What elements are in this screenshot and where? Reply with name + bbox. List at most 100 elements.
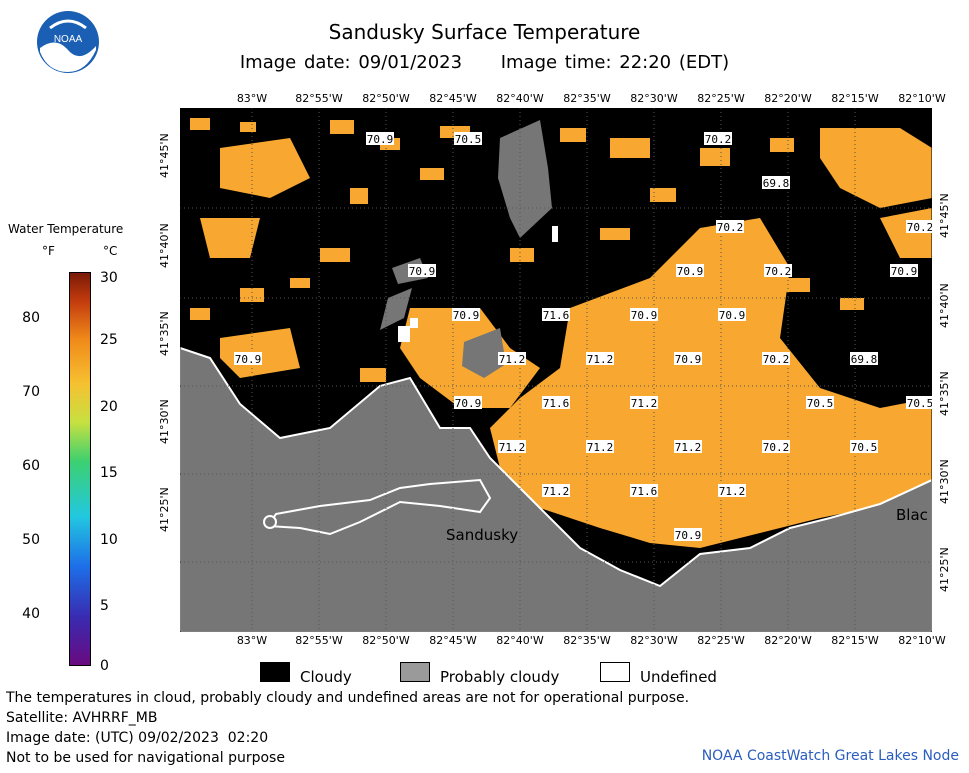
footnotes: The temperatures in cloud, probably clou… [6,688,689,768]
longitude-tick-bottom: 82°20'W [764,634,812,647]
svg-text:71.2: 71.2 [675,441,702,454]
cloudy-swatch [260,662,290,682]
svg-text:70.2: 70.2 [705,133,732,146]
svg-text:70.9: 70.9 [453,309,480,322]
land-area [180,346,932,632]
longitude-tick-bottom: 82°45'W [429,634,477,647]
temperature-labels: 70.9 70.5 70.2 69.8 70.2 70.2 70.9 70.9 70.9 70.2… [234,132,932,542]
svg-text:69.8: 69.8 [763,177,790,190]
temperature-label: 70.9 [454,396,482,410]
longitude-tick-bottom: 82°25'W [697,634,745,647]
longitude-tick-top: 82°40'W [496,92,544,105]
temperature-label: 70.9 [630,308,658,322]
longitude-tick-bottom: 82°40'W [496,634,544,647]
svg-text:69.8: 69.8 [851,353,878,366]
svg-text:70.2: 70.2 [765,265,792,278]
svg-text:71.2: 71.2 [499,353,526,366]
longitude-tick-top: 82°50'W [362,92,410,105]
map-title: Sandusky Surface Temperature [328,20,641,44]
place-sandusky: Sandusky [446,526,518,544]
temperature-label: 71.2 [586,352,614,366]
svg-text:71.2: 71.2 [587,353,614,366]
temperature-label: 70.5 [806,396,834,410]
latitude-tick-left: 41°40'N [158,223,171,268]
svg-text:71.2: 71.2 [499,441,526,454]
c-tick: 20 [100,399,118,415]
svg-text:70.9: 70.9 [675,353,702,366]
place-blac: Blac [896,506,928,524]
longitude-tick-top: 82°25'W [697,92,745,105]
longitude-tick-top: 82°35'W [563,92,611,105]
svg-text:70.2: 70.2 [717,221,744,234]
temperature-label: 71.6 [542,308,570,322]
navigation-disclaimer: Not to be used for navigational purpose [6,750,285,766]
svg-text:71.2: 71.2 [631,397,658,410]
peninsula-tip [263,515,277,529]
f-tick: 60 [22,458,40,474]
f-tick: 70 [22,384,40,400]
temperature-label: 70.2 [906,220,932,234]
temperature-label: 70.2 [762,440,790,454]
credit-link[interactable]: NOAA CoastWatch Great Lakes Node [701,748,959,764]
temperature-label: 70.2 [704,132,732,146]
svg-text:71.2: 71.2 [719,485,746,498]
c-tick: 0 [100,658,109,674]
temperature-colorbar [69,272,91,666]
latitude-tick-right: 41°40'N [938,283,951,328]
unit-fahrenheit: °F [42,244,55,258]
longitude-tick-bottom: 82°30'W [630,634,678,647]
temperature-label: 71.6 [630,484,658,498]
disclaimer-clouds: The temperatures in cloud, probably clou… [6,690,690,706]
temperature-label: 71.2 [498,352,526,366]
c-tick: 15 [100,465,118,481]
f-tick: 50 [22,532,40,548]
temperature-label: 70.9 [366,132,394,146]
latitude-tick-right: 41°30'N [938,459,951,504]
temperature-map: Sandusky Blac 70.9 70.5 70.269.870.2 70.270… [180,108,932,632]
graticule [180,108,932,632]
noaa-logo: NOAA [36,10,100,74]
temperature-label: 71.2 [674,440,702,454]
latitude-tick-left: 41°35'N [158,311,171,356]
latitude-tick-right: 41°25'N [938,547,951,592]
svg-text:71.6: 71.6 [631,485,658,498]
undefined-swatch [600,662,630,682]
temperature-label: 70.2 [764,264,792,278]
probably-cloudy-area [380,120,552,378]
temperature-label: 70.5 [906,396,932,410]
longitude-tick-top: 82°45'W [429,92,477,105]
legend-title: Water Temperature [8,222,124,236]
longitude-tick-bottom: 83°W [236,634,268,647]
latitude-tick-left: 41°25'N [158,487,171,532]
svg-text:71.6: 71.6 [543,397,570,410]
probably-cloudy-swatch [400,662,430,682]
unit-celsius: °C [103,244,118,258]
longitude-tick-top: 82°10'W [898,92,946,105]
svg-text:70.9: 70.9 [367,133,394,146]
latitude-tick-right: 41°35'N [938,371,951,416]
temperature-label: 70.9 [718,308,746,322]
temperature-label: 70.5 [850,440,878,454]
temperature-label: 70.9 [674,352,702,366]
svg-text:70.5: 70.5 [851,441,878,454]
temperature-label: 70.5 [454,132,482,146]
temperature-label: 71.2 [498,440,526,454]
temperature-label: 70.9 [452,308,480,322]
temperature-label: 70.9 [234,352,262,366]
temperature-label: 71.2 [542,484,570,498]
svg-text:70.2: 70.2 [907,221,932,234]
temperature-label: 70.9 [890,264,918,278]
svg-text:70.9: 70.9 [891,265,918,278]
svg-text:70.9: 70.9 [235,353,262,366]
svg-text:70.9: 70.9 [719,309,746,322]
temperature-label: 69.8 [762,176,790,190]
temperature-label: 70.9 [408,264,436,278]
svg-text:70.9: 70.9 [677,265,704,278]
latitude-tick-left: 41°45'N [158,133,171,178]
svg-text:70.5: 70.5 [907,397,932,410]
svg-text:70.5: 70.5 [455,133,482,146]
longitude-tick-bottom: 82°55'W [295,634,343,647]
c-tick: 5 [100,598,109,614]
svg-text:70.9: 70.9 [631,309,658,322]
svg-text:70.9: 70.9 [455,397,482,410]
